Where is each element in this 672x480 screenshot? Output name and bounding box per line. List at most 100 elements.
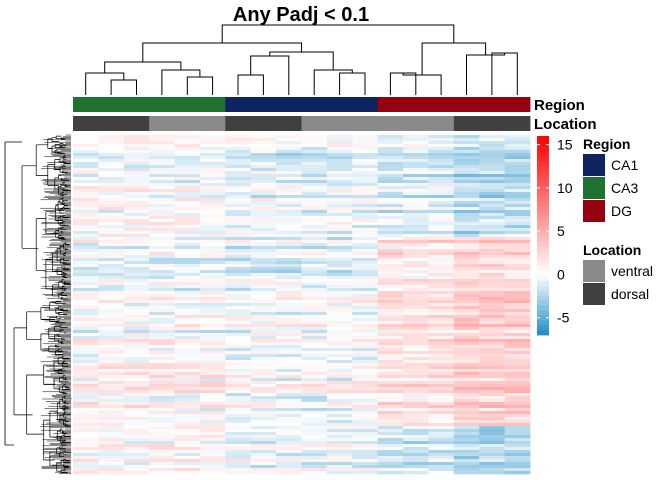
- color-scale-segment: [537, 275, 549, 281]
- heatmap-cell: [250, 459, 277, 463]
- heatmap-cell: [98, 471, 125, 475]
- heatmap-cell: [149, 282, 175, 286]
- heatmap-cell: [149, 273, 175, 277]
- heatmap-cell: [352, 177, 379, 181]
- heatmap-cell: [504, 228, 531, 232]
- heatmap-cell: [453, 426, 480, 430]
- heatmap-cell: [428, 411, 455, 415]
- heatmap-cell: [250, 438, 277, 442]
- heatmap-cell: [352, 297, 379, 301]
- heatmap-cell: [403, 174, 429, 178]
- heatmap-cell: [276, 351, 302, 355]
- heatmap-cell: [504, 213, 531, 217]
- heatmap-cell: [149, 363, 175, 367]
- heatmap-cell: [504, 249, 531, 253]
- heatmap-cell: [479, 471, 506, 475]
- heatmap-cell: [453, 399, 480, 403]
- heatmap-cell: [301, 369, 328, 373]
- heatmap-cell: [428, 462, 455, 466]
- heatmap-cell: [149, 360, 175, 364]
- heatmap-cell: [453, 207, 480, 211]
- heatmap-cell: [479, 447, 506, 451]
- heatmap-cell: [250, 234, 277, 238]
- heatmap-cell: [403, 384, 429, 388]
- heatmap-cell: [301, 444, 328, 448]
- heatmap-cell: [352, 471, 379, 475]
- heatmap-cell: [453, 321, 480, 325]
- heatmap-cell: [428, 432, 455, 436]
- heatmap-cell: [225, 330, 252, 334]
- dendrogram-branch: [62, 356, 70, 359]
- heatmap-cell: [377, 258, 404, 262]
- heatmap-cell: [276, 180, 302, 184]
- heatmap-cell: [403, 294, 429, 298]
- heatmap-cell: [73, 177, 99, 181]
- heatmap-cell: [453, 390, 480, 394]
- heatmap-cell: [479, 165, 506, 169]
- heatmap-cell: [250, 180, 277, 184]
- heatmap-cell: [428, 207, 455, 211]
- heatmap-cell: [301, 258, 328, 262]
- heatmap-cell: [199, 174, 226, 178]
- heatmap-cell: [377, 354, 404, 358]
- heatmap-cell: [98, 339, 125, 343]
- heatmap-cell: [98, 333, 125, 337]
- heatmap-cell: [174, 333, 201, 337]
- heatmap-cell: [98, 144, 125, 148]
- heatmap-cell: [199, 372, 226, 376]
- heatmap-cell: [225, 426, 252, 430]
- heatmap-cell: [123, 324, 150, 328]
- heatmap-cell: [479, 312, 506, 316]
- heatmap-cell: [123, 426, 150, 430]
- color-scale-segment: [537, 305, 549, 311]
- heatmap-cell: [479, 336, 506, 340]
- heatmap-cell: [174, 447, 201, 451]
- heatmap-cell: [377, 375, 404, 379]
- heatmap-cell: [352, 402, 379, 406]
- heatmap-cell: [149, 183, 175, 187]
- heatmap-cell: [199, 309, 226, 313]
- heatmap-cell: [352, 279, 379, 283]
- heatmap-cell: [225, 150, 252, 154]
- heatmap-cell: [403, 255, 429, 259]
- heatmap-cell: [377, 288, 404, 292]
- heatmap-cell: [377, 204, 404, 208]
- heatmap-cell: [301, 177, 328, 181]
- heatmap-cell: [403, 387, 429, 391]
- heatmap-cell: [301, 252, 328, 256]
- annotation-cell-region: [453, 97, 480, 112]
- heatmap-cell: [98, 408, 125, 412]
- dendrogram-branch: [62, 170, 68, 174]
- heatmap-cell: [199, 423, 226, 427]
- heatmap-cell: [225, 198, 252, 202]
- heatmap-cell: [428, 453, 455, 457]
- heatmap-cell: [199, 426, 226, 430]
- heatmap-cell: [504, 237, 531, 241]
- heatmap-cell: [428, 222, 455, 226]
- heatmap-cell: [73, 180, 99, 184]
- heatmap-cell: [250, 264, 277, 268]
- heatmap-cell: [174, 384, 201, 388]
- annotation-cell-location: [504, 116, 531, 131]
- heatmap-cell: [73, 318, 99, 322]
- heatmap-cell: [301, 255, 328, 259]
- heatmap-cell: [149, 405, 175, 409]
- heatmap-cell: [149, 426, 175, 430]
- heatmap-cell: [352, 369, 379, 373]
- heatmap-cell: [301, 168, 328, 172]
- heatmap-cell: [352, 429, 379, 433]
- heatmap-cell: [123, 462, 150, 466]
- heatmap-cell: [504, 240, 531, 244]
- heatmap-cell: [174, 285, 201, 289]
- heatmap-cell: [225, 186, 252, 190]
- color-scale-tick-label: -5: [557, 310, 570, 326]
- heatmap-cell: [428, 297, 455, 301]
- dendrogram-branch: [59, 399, 69, 409]
- heatmap-cell: [73, 252, 99, 256]
- heatmap-cell: [403, 282, 429, 286]
- annotation-cell-region: [174, 97, 201, 112]
- color-scale-tick-label: 5: [557, 223, 565, 239]
- heatmap-cell: [98, 219, 125, 223]
- heatmap-cell: [504, 453, 531, 457]
- heatmap-cell: [199, 177, 226, 181]
